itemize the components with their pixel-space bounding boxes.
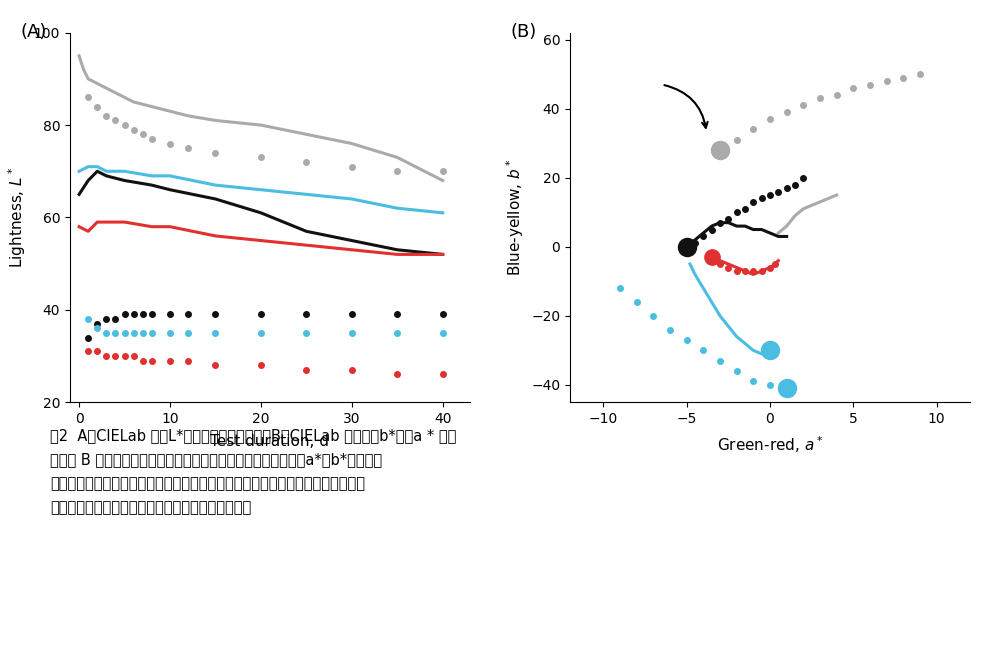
X-axis label: Test duration, d: Test duration, d (210, 434, 330, 449)
Text: (A): (A) (20, 23, 46, 41)
X-axis label: Green-red, $a^*$: Green-red, $a^*$ (717, 434, 823, 455)
Y-axis label: Blue-yellow, $b^*$: Blue-yellow, $b^*$ (504, 159, 526, 276)
Text: (B): (B) (510, 23, 536, 41)
Y-axis label: Lightness, $L^*$: Lightness, $L^*$ (7, 167, 28, 268)
Text: 图2  A为CIELab 亮度L*作为曙光时间的函数，B为CIELab 颜色参数b*作为a * 的函
数。在 B 中，第一个时间点由较大的标记指示，箔头显示样品: 图2 A为CIELab 亮度L*作为曙光时间的函数，B为CIELab 颜色参数b… (50, 428, 456, 515)
